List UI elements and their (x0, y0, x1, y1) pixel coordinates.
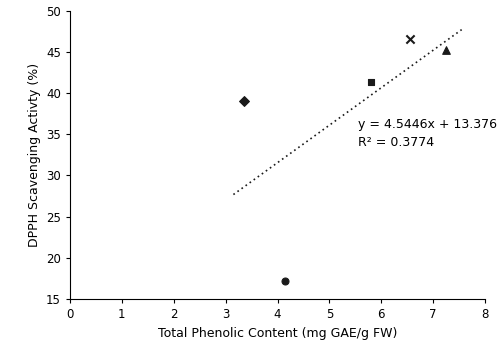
Point (367, 80, 375, 85)
Y-axis label: DPPH Scavenging Activty (%): DPPH Scavenging Activty (%) (28, 63, 40, 247)
Point (442, 47, 450, 53)
Point (240, 99, 248, 104)
Point (406, 37, 414, 42)
Text: y = 4.5446x + 13.376
R² = 0.3774: y = 4.5446x + 13.376 R² = 0.3774 (358, 118, 497, 149)
X-axis label: Total Phenolic Content (mg GAE/g FW): Total Phenolic Content (mg GAE/g FW) (158, 327, 397, 340)
Point (282, 278, 290, 284)
